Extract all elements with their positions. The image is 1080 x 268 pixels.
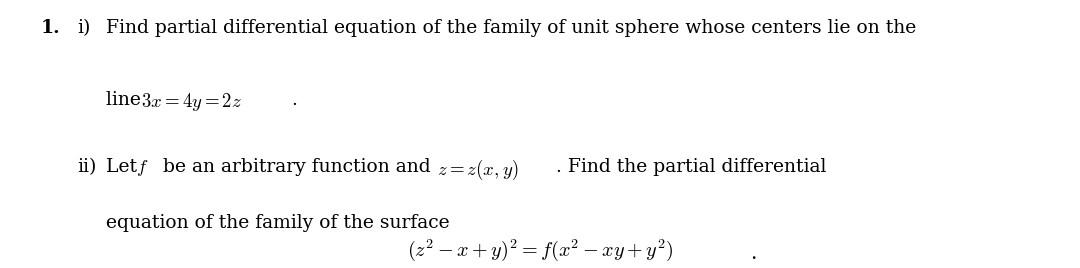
Text: $(z^2 - x + y)^2 = f(x^2 - xy + y^2)$: $(z^2 - x + y)^2 = f(x^2 - xy + y^2)$ (407, 237, 673, 263)
Text: $3x = 4y = 2z$: $3x = 4y = 2z$ (141, 91, 243, 113)
Text: line: line (106, 91, 147, 109)
Text: Find partial differential equation of the family of unit sphere whose centers li: Find partial differential equation of th… (106, 19, 916, 37)
Text: ii): ii) (78, 158, 97, 176)
Text: equation of the family of the surface: equation of the family of the surface (106, 214, 449, 232)
Text: i): i) (78, 19, 91, 37)
Text: .: . (751, 244, 757, 263)
Text: 1.: 1. (41, 19, 60, 37)
Text: be an arbitrary function and: be an arbitrary function and (151, 158, 436, 176)
Text: . Find the partial differential: . Find the partial differential (556, 158, 826, 176)
Text: $z = z(x, y)$: $z = z(x, y)$ (437, 158, 519, 182)
Text: $f$: $f$ (136, 158, 148, 178)
Text: Let: Let (106, 158, 143, 176)
Text: .: . (292, 91, 297, 109)
